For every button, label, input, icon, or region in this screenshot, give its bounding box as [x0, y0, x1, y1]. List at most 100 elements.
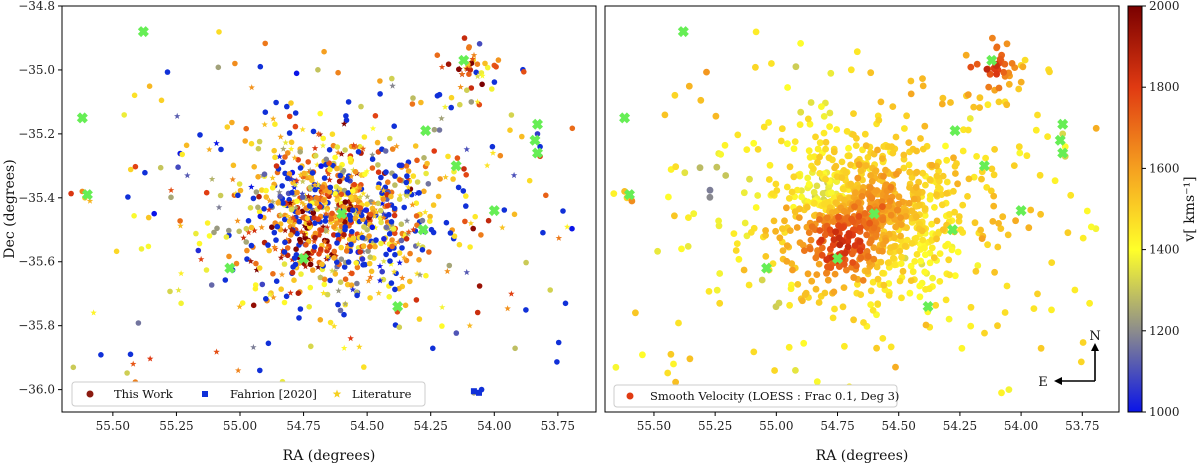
data-point-smooth-velocity	[863, 231, 870, 239]
data-point-fahrion	[489, 143, 496, 150]
data-point-this-work	[397, 177, 403, 183]
data-point-fahrion	[218, 146, 224, 153]
data-point-this-work	[329, 131, 336, 137]
data-point-fahrion	[297, 165, 304, 171]
data-point-literature	[359, 145, 367, 152]
data-point-smooth-velocity	[908, 207, 916, 215]
data-point-literature	[396, 259, 403, 266]
data-point-this-work	[457, 101, 463, 108]
data-point-fahrion	[388, 219, 395, 225]
data-point-this-work	[343, 248, 350, 254]
data-point-smooth-velocity	[873, 344, 880, 352]
data-point-smooth-velocity	[971, 219, 979, 227]
data-point-this-work	[521, 69, 527, 75]
data-point-smooth-velocity	[884, 259, 892, 267]
data-point-smooth-velocity	[939, 94, 947, 102]
data-point-literature	[299, 215, 307, 222]
data-point-smooth-velocity	[833, 178, 841, 186]
data-point-this-work	[416, 316, 423, 322]
data-point-literature	[353, 202, 360, 209]
data-point-literature	[335, 287, 342, 294]
data-point-fahrion	[341, 311, 347, 318]
data-point-this-work	[377, 78, 383, 84]
data-point-smooth-velocity	[779, 225, 786, 233]
data-point-smooth-velocity	[991, 146, 998, 153]
data-point-this-work	[307, 284, 314, 291]
data-point-fahrion	[343, 113, 349, 119]
data-point-fahrion	[359, 234, 366, 241]
data-point-smooth-velocity	[821, 289, 829, 297]
data-point-this-work	[270, 271, 276, 277]
data-point-literature	[371, 213, 378, 220]
data-point-smooth-velocity	[922, 251, 929, 259]
data-point-this-work	[252, 285, 259, 292]
data-point-this-work	[437, 176, 443, 182]
data-point-this-work	[68, 190, 74, 197]
data-point-smooth-velocity	[879, 216, 887, 224]
data-point-fahrion	[284, 175, 291, 182]
data-point-this-work	[288, 100, 294, 106]
data-point-this-work	[354, 264, 361, 271]
data-point-smooth-velocity	[706, 193, 714, 201]
data-point-literature	[330, 322, 338, 329]
data-point-smooth-velocity	[869, 307, 877, 314]
data-point-this-work	[334, 220, 340, 226]
data-point-literature	[334, 206, 341, 213]
data-point-fahrion	[342, 227, 348, 233]
data-point-literature	[291, 154, 298, 161]
data-point-smooth-velocity	[981, 329, 988, 337]
data-point-literature	[372, 224, 379, 231]
data-point-literature	[306, 167, 314, 174]
data-point-fahrion	[537, 143, 543, 150]
data-point-this-work	[342, 199, 349, 205]
data-point-smooth-velocity	[841, 249, 849, 257]
data-point-this-work	[113, 248, 120, 255]
data-point-smooth-velocity	[867, 287, 875, 295]
data-point-literature	[457, 83, 464, 90]
data-point-smooth-velocity	[690, 210, 698, 218]
data-point-smooth-velocity	[997, 225, 1005, 233]
data-point-this-work	[388, 193, 394, 200]
data-point-this-work	[203, 189, 210, 196]
data-point-smooth-velocity	[628, 197, 636, 205]
data-point-this-work	[255, 174, 261, 180]
data-point-this-work	[365, 248, 371, 254]
data-point-this-work	[466, 44, 473, 50]
data-point-smooth-velocity	[862, 162, 870, 170]
data-point-this-work	[495, 57, 502, 63]
data-point-fahrion	[337, 172, 344, 179]
data-point-this-work	[381, 236, 387, 242]
x-tick-label: 55.50	[96, 419, 130, 433]
data-point-smooth-velocity	[1061, 143, 1069, 151]
data-point-smooth-velocity	[847, 180, 855, 188]
data-point-fahrion	[279, 183, 286, 189]
data-point-smooth-velocity	[798, 193, 805, 201]
data-point-fahrion	[555, 339, 562, 346]
data-point-smooth-velocity	[872, 167, 880, 175]
data-point-smooth-velocity	[818, 244, 826, 252]
data-point-this-work	[508, 112, 515, 118]
data-point-smooth-velocity	[882, 166, 889, 174]
data-point-this-work	[357, 249, 364, 255]
data-point-this-work	[337, 307, 344, 314]
data-point-smooth-velocity	[801, 247, 808, 255]
data-point-this-work	[319, 261, 325, 268]
data-point-this-work	[366, 233, 372, 239]
data-point-smooth-velocity	[836, 241, 844, 249]
data-point-this-work	[324, 291, 331, 298]
data-point-literature	[399, 274, 406, 281]
data-point-smooth-velocity	[824, 276, 832, 284]
data-point-fahrion	[562, 300, 569, 307]
data-point-smooth-velocity	[786, 227, 794, 235]
data-point-literature	[400, 254, 408, 261]
data-point-smooth-velocity	[717, 151, 725, 158]
data-point-smooth-velocity	[1051, 177, 1059, 185]
data-point-literature	[280, 145, 287, 152]
highlight-x-marker	[417, 224, 429, 236]
data-point-smooth-velocity	[1086, 299, 1093, 307]
data-point-literature	[363, 168, 371, 175]
data-point-this-work	[519, 133, 525, 140]
data-point-this-work	[338, 244, 345, 251]
data-point-smooth-velocity	[853, 48, 861, 56]
